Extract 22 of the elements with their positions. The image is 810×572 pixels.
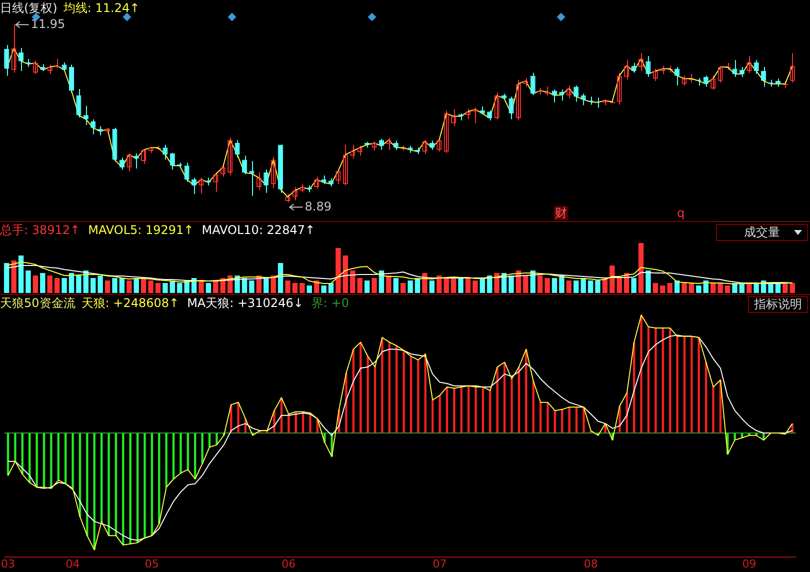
text: 成交量	[744, 225, 780, 239]
x-tick-label: 04	[66, 557, 80, 570]
ref-line-label: 界: +0	[311, 296, 349, 310]
text: 天狼: +248608↑	[81, 296, 180, 310]
annotation: 11.95	[30, 16, 66, 31]
chart-title: 日线(复权)	[0, 1, 58, 15]
text: q	[676, 206, 686, 220]
x-tick-label: 07	[432, 557, 447, 570]
text: 财	[554, 206, 568, 220]
text: MAVOL5: 19291↑	[88, 223, 194, 237]
chart-title: 天狼50资金流	[0, 296, 76, 310]
x-tick-label: 06	[282, 557, 296, 570]
x-tick-label: 05	[144, 557, 159, 570]
text: MAVOL10: 22847↑	[202, 223, 316, 237]
x-tick-label: 03	[1, 557, 16, 570]
text: 均线: 11.24↑	[63, 1, 140, 15]
text: MA天狼: +310246↓	[187, 296, 304, 310]
text: 指标说明	[754, 297, 802, 311]
text: 总手: 38912↑	[0, 223, 80, 237]
x-tick-label: 08	[584, 557, 598, 570]
annotation: 8.89	[304, 199, 332, 214]
x-tick-label: 09	[742, 557, 756, 570]
